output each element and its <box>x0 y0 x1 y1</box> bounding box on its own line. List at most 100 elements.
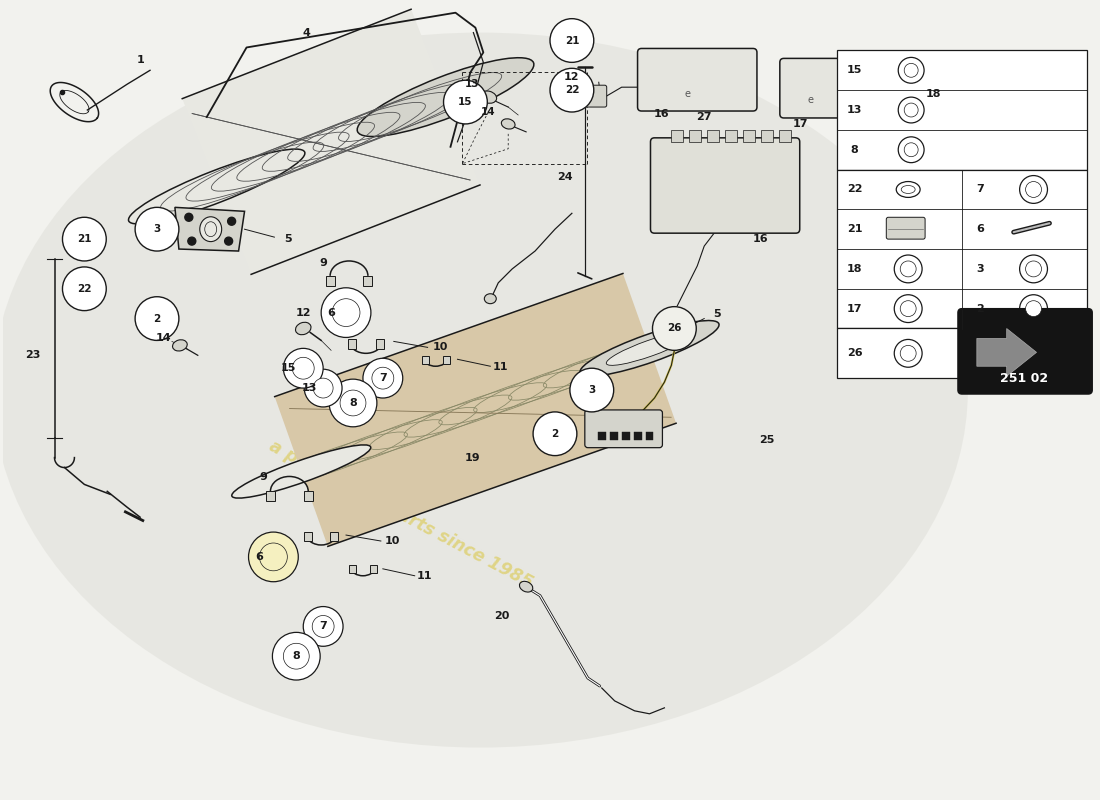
Circle shape <box>372 367 394 389</box>
Bar <box>376 339 384 350</box>
Text: 14: 14 <box>481 107 496 117</box>
Text: 18: 18 <box>925 89 940 99</box>
Circle shape <box>363 358 403 398</box>
Text: 21: 21 <box>77 234 91 244</box>
Text: 9: 9 <box>319 258 327 268</box>
Circle shape <box>329 379 377 427</box>
Bar <box>609 432 618 440</box>
Bar <box>779 130 791 142</box>
Ellipse shape <box>232 445 371 498</box>
Circle shape <box>1020 175 1047 203</box>
FancyBboxPatch shape <box>780 58 876 118</box>
FancyBboxPatch shape <box>580 86 607 107</box>
Ellipse shape <box>502 119 515 129</box>
Text: 16: 16 <box>754 234 769 244</box>
Bar <box>725 130 737 142</box>
Text: 26: 26 <box>847 348 862 358</box>
FancyBboxPatch shape <box>884 80 916 114</box>
Bar <box>690 130 701 142</box>
Text: 27: 27 <box>696 112 712 122</box>
Circle shape <box>63 267 107 310</box>
Ellipse shape <box>580 321 719 376</box>
FancyBboxPatch shape <box>585 410 662 448</box>
Circle shape <box>899 137 924 162</box>
Text: 18: 18 <box>847 264 862 274</box>
Circle shape <box>273 632 320 680</box>
Ellipse shape <box>129 149 305 224</box>
Text: 13: 13 <box>847 105 862 115</box>
Text: 9: 9 <box>260 473 267 482</box>
Circle shape <box>550 18 594 62</box>
Text: 2: 2 <box>153 314 161 323</box>
Circle shape <box>443 80 487 124</box>
Text: 25: 25 <box>759 434 774 445</box>
Bar <box>707 130 719 142</box>
Text: 15: 15 <box>280 363 296 374</box>
Polygon shape <box>183 10 480 274</box>
Text: 24: 24 <box>557 171 573 182</box>
Text: 15: 15 <box>459 97 473 107</box>
Text: e: e <box>807 95 814 105</box>
Text: 22: 22 <box>77 284 91 294</box>
Text: 11: 11 <box>493 362 508 372</box>
Circle shape <box>550 68 594 112</box>
Text: 14: 14 <box>156 334 172 343</box>
Bar <box>305 532 312 541</box>
Bar <box>836 170 1087 329</box>
Bar <box>597 432 606 440</box>
Bar <box>266 491 275 502</box>
Circle shape <box>894 255 922 283</box>
Bar <box>326 276 334 286</box>
Bar <box>742 130 755 142</box>
Circle shape <box>284 643 309 669</box>
Circle shape <box>63 218 107 261</box>
FancyBboxPatch shape <box>638 49 757 111</box>
Text: 17: 17 <box>847 304 862 314</box>
Text: 21: 21 <box>564 35 579 46</box>
Ellipse shape <box>896 182 920 198</box>
Bar <box>349 565 356 573</box>
Text: 3: 3 <box>588 385 595 395</box>
Bar <box>646 432 653 440</box>
FancyBboxPatch shape <box>650 138 800 233</box>
Ellipse shape <box>200 217 222 242</box>
Bar <box>442 356 450 364</box>
Text: 5: 5 <box>713 309 721 318</box>
Bar <box>363 276 373 286</box>
Ellipse shape <box>0 33 968 747</box>
FancyBboxPatch shape <box>958 309 1092 394</box>
Circle shape <box>228 218 235 226</box>
Text: e: e <box>684 89 691 99</box>
Polygon shape <box>275 274 676 546</box>
Text: 13: 13 <box>465 79 480 90</box>
Bar <box>671 130 683 142</box>
Bar <box>836 329 961 378</box>
Circle shape <box>135 297 179 341</box>
Circle shape <box>305 370 342 407</box>
Text: 6: 6 <box>327 308 336 318</box>
Circle shape <box>224 237 232 245</box>
Circle shape <box>1020 255 1047 283</box>
Ellipse shape <box>205 222 217 237</box>
Circle shape <box>260 543 287 571</box>
Ellipse shape <box>358 58 534 137</box>
Text: 7: 7 <box>319 622 327 631</box>
Circle shape <box>304 606 343 646</box>
Circle shape <box>904 63 918 78</box>
Text: 251 02: 251 02 <box>1000 372 1047 385</box>
Ellipse shape <box>296 322 311 334</box>
Ellipse shape <box>606 331 693 366</box>
Circle shape <box>1025 261 1042 277</box>
Circle shape <box>904 103 918 117</box>
Ellipse shape <box>484 294 496 304</box>
Bar <box>621 432 629 440</box>
Text: 6: 6 <box>976 224 983 234</box>
Bar <box>304 491 312 502</box>
Circle shape <box>570 368 614 412</box>
Text: 13: 13 <box>301 383 317 393</box>
Circle shape <box>894 339 922 367</box>
Text: 11: 11 <box>417 570 432 581</box>
Bar <box>348 339 356 350</box>
Circle shape <box>188 237 196 245</box>
Circle shape <box>332 298 360 326</box>
